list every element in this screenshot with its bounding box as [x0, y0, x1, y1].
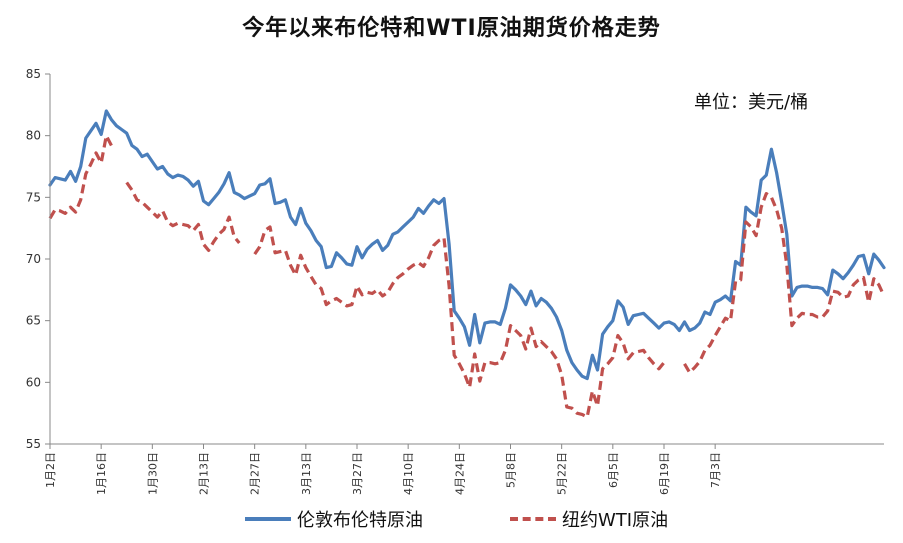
x-tick-label: 6月19日 [658, 452, 671, 495]
series-line-brent [48, 109, 886, 381]
y-tick-label: 70 [26, 252, 41, 266]
x-axis-ticks: 1月2日 1月16日 1月30日 2月13日 2月27日 3月13日 3月27日 4月10日 4… [44, 444, 722, 495]
y-tick-label: 80 [26, 129, 41, 143]
y-tick-label: 75 [26, 190, 41, 204]
legend-swatch-wti [510, 517, 556, 521]
y-tick-label: 85 [26, 67, 41, 81]
x-tick-label: 1月30日 [146, 452, 159, 495]
x-tick-label: 5月8日 [504, 452, 517, 488]
legend-label-wti: 纽约WTI原油 [562, 510, 669, 531]
x-tick-label: 7月3日 [709, 452, 722, 488]
y-axis-ticks: 55 60 65 70 75 80 85 [26, 67, 50, 451]
x-tick-label: 1月2日 [44, 452, 57, 488]
x-tick-label: 4月24日 [453, 452, 466, 495]
series-line-wti [48, 134, 886, 419]
x-tick-label: 2月13日 [197, 452, 210, 495]
legend-item-brent: 伦敦布伦特原油 [245, 506, 423, 532]
legend-item-wti: 纽约WTI原油 [510, 506, 668, 532]
series-layer [48, 109, 886, 419]
x-tick-label: 3月13日 [300, 452, 313, 495]
x-tick-label: 4月10日 [402, 452, 415, 495]
x-tick-label: 1月16日 [95, 452, 108, 495]
legend: 伦敦布伦特原油 纽约WTI原油 [0, 506, 903, 536]
chart-title: 今年以来布伦特和WTI原油期货价格走势 [242, 16, 661, 41]
price-line-chart: 55 60 65 70 75 80 85 1月2日 1月16日 1月30日 2月13日 2月27日 3… [26, 67, 886, 495]
x-tick-label: 5月22日 [556, 452, 569, 495]
x-tick-label: 2月27日 [249, 452, 262, 495]
x-tick-label: 6月5日 [607, 452, 620, 488]
legend-swatch-brent [245, 517, 291, 521]
legend-label-brent: 伦敦布伦特原油 [297, 510, 423, 531]
y-tick-label: 55 [26, 437, 41, 451]
y-tick-label: 60 [26, 375, 41, 389]
x-tick-label: 3月27日 [351, 452, 364, 495]
y-tick-label: 65 [26, 314, 41, 328]
unit-label: 单位：美元/桶 [694, 92, 809, 113]
